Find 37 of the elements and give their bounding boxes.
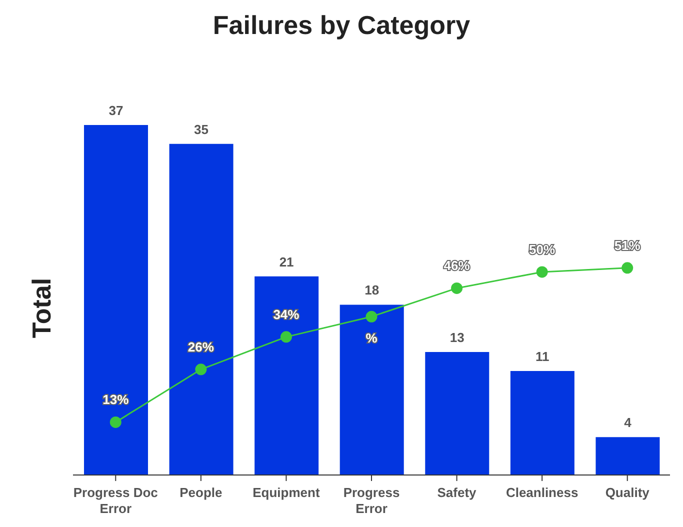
chart-title: Failures by Category	[212, 10, 472, 41]
x-tick-label: Safety	[437, 485, 478, 500]
x-tick-label: People	[180, 485, 222, 500]
data-label: 50%	[529, 242, 556, 257]
bar	[596, 437, 660, 475]
data-label: 13	[450, 330, 464, 346]
point	[451, 282, 463, 294]
x-tick-label: Equipment	[252, 485, 320, 500]
data-label: 18	[364, 282, 380, 298]
bar	[84, 125, 148, 475]
data-label: 4	[624, 415, 632, 430]
point	[280, 331, 292, 343]
data-label: 34%	[273, 306, 300, 322]
data-label: 46%	[444, 258, 470, 274]
data-label: %	[366, 330, 378, 346]
y-axis-title: Total	[26, 278, 58, 338]
data-label: 35	[194, 122, 209, 137]
data-label: 21	[279, 254, 294, 270]
bar	[425, 352, 490, 475]
bar	[510, 370, 574, 475]
point	[622, 262, 634, 274]
bar	[169, 144, 234, 475]
data-label: 11	[536, 348, 550, 364]
x-tick-label: Cleanliness	[506, 485, 578, 500]
data-label: 26%	[188, 339, 214, 354]
bar	[340, 304, 404, 475]
data-label: 37	[108, 103, 124, 118]
point	[366, 310, 378, 322]
data-label: 51%	[614, 238, 641, 253]
x-tick-label: Progress Doc Error	[73, 485, 158, 516]
bar	[254, 276, 319, 475]
point	[110, 416, 122, 428]
point	[536, 266, 548, 278]
x-tick-label: Progress Error	[343, 485, 400, 516]
data-label: 13%	[102, 392, 130, 408]
point	[195, 364, 207, 376]
x-tick-label: Quality	[605, 485, 650, 500]
